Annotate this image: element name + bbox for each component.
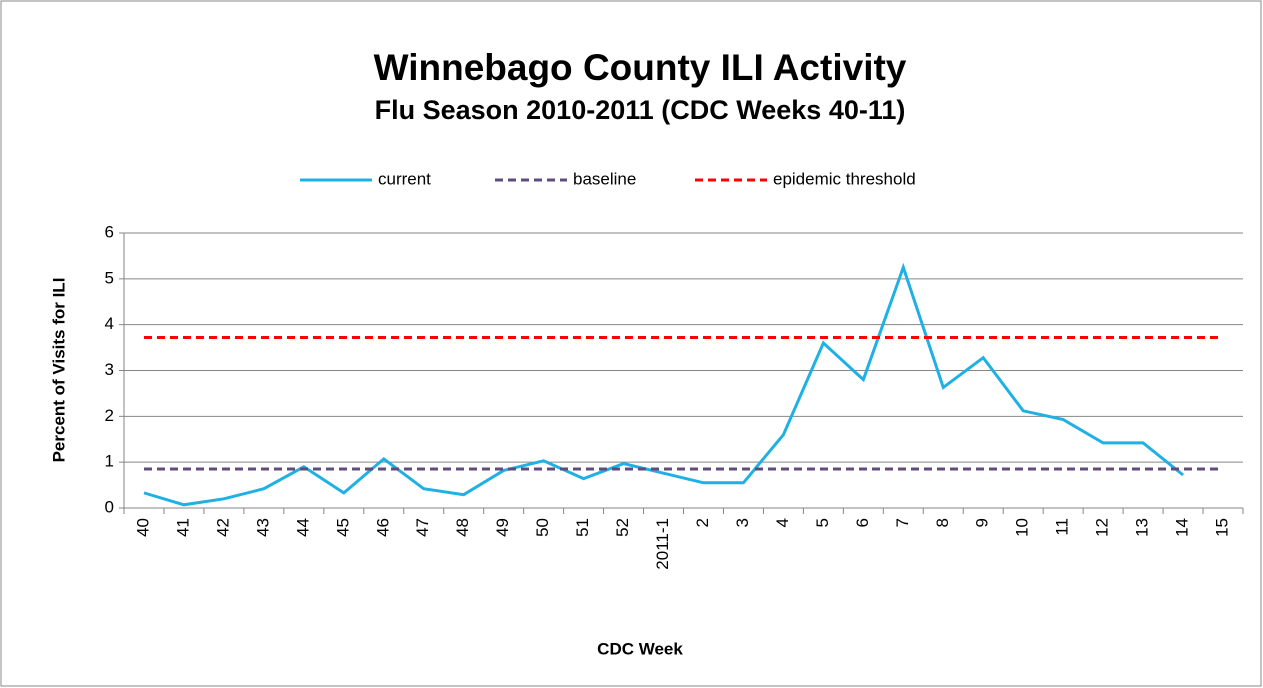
legend-label: current <box>378 169 431 188</box>
x-tick-label: 3 <box>733 518 752 527</box>
x-tick-label: 9 <box>973 518 992 527</box>
x-tick-label: 41 <box>173 518 192 537</box>
x-tick-label: 10 <box>1013 518 1032 537</box>
x-tick-label: 44 <box>293 518 312 537</box>
x-tick-label: 43 <box>253 518 272 537</box>
x-tick-label: 42 <box>213 518 232 537</box>
x-axis-title: CDC Week <box>597 639 683 658</box>
y-tick-label: 5 <box>105 268 114 287</box>
legend-label: baseline <box>573 169 636 188</box>
chart-subtitle: Flu Season 2010-2011 (CDC Weeks 40-11) <box>375 95 906 125</box>
legend-label: epidemic threshold <box>773 169 916 188</box>
x-tick-label: 47 <box>413 518 432 537</box>
series-line <box>143 262 1184 507</box>
x-tick-label: 46 <box>373 518 392 537</box>
x-tick-label: 2011-1 <box>653 518 672 570</box>
y-tick-label: 0 <box>105 497 114 516</box>
x-tick-label: 8 <box>933 518 952 527</box>
x-tick-label: 48 <box>453 518 472 537</box>
y-tick-label: 1 <box>105 452 114 471</box>
x-tick-label: 12 <box>1093 518 1112 537</box>
x-tick-label: 11 <box>1053 518 1072 536</box>
x-tick-label: 5 <box>813 518 832 527</box>
x-tick-label: 49 <box>493 518 512 537</box>
y-axis-title: Percent of Visits for ILI <box>49 278 68 463</box>
x-tick-label: 14 <box>1173 518 1192 537</box>
x-tick-label: 40 <box>133 518 152 537</box>
x-tick-label: 15 <box>1213 518 1232 537</box>
y-tick-label: 2 <box>105 406 114 425</box>
x-tick-label: 45 <box>333 518 352 537</box>
x-tick-label: 2 <box>693 518 712 527</box>
y-tick-label: 4 <box>105 314 114 333</box>
y-tick-label: 3 <box>105 360 114 379</box>
x-tick-label: 6 <box>853 518 872 527</box>
x-tick-label: 13 <box>1133 518 1152 537</box>
x-tick-label: 7 <box>893 518 912 527</box>
chart-title: Winnebago County ILI Activity <box>374 47 907 88</box>
x-tick-label: 52 <box>613 518 632 537</box>
x-tick-label: 51 <box>573 518 592 537</box>
x-tick-label: 50 <box>533 518 552 537</box>
y-tick-label: 6 <box>105 222 114 241</box>
x-tick-label: 4 <box>773 518 792 527</box>
